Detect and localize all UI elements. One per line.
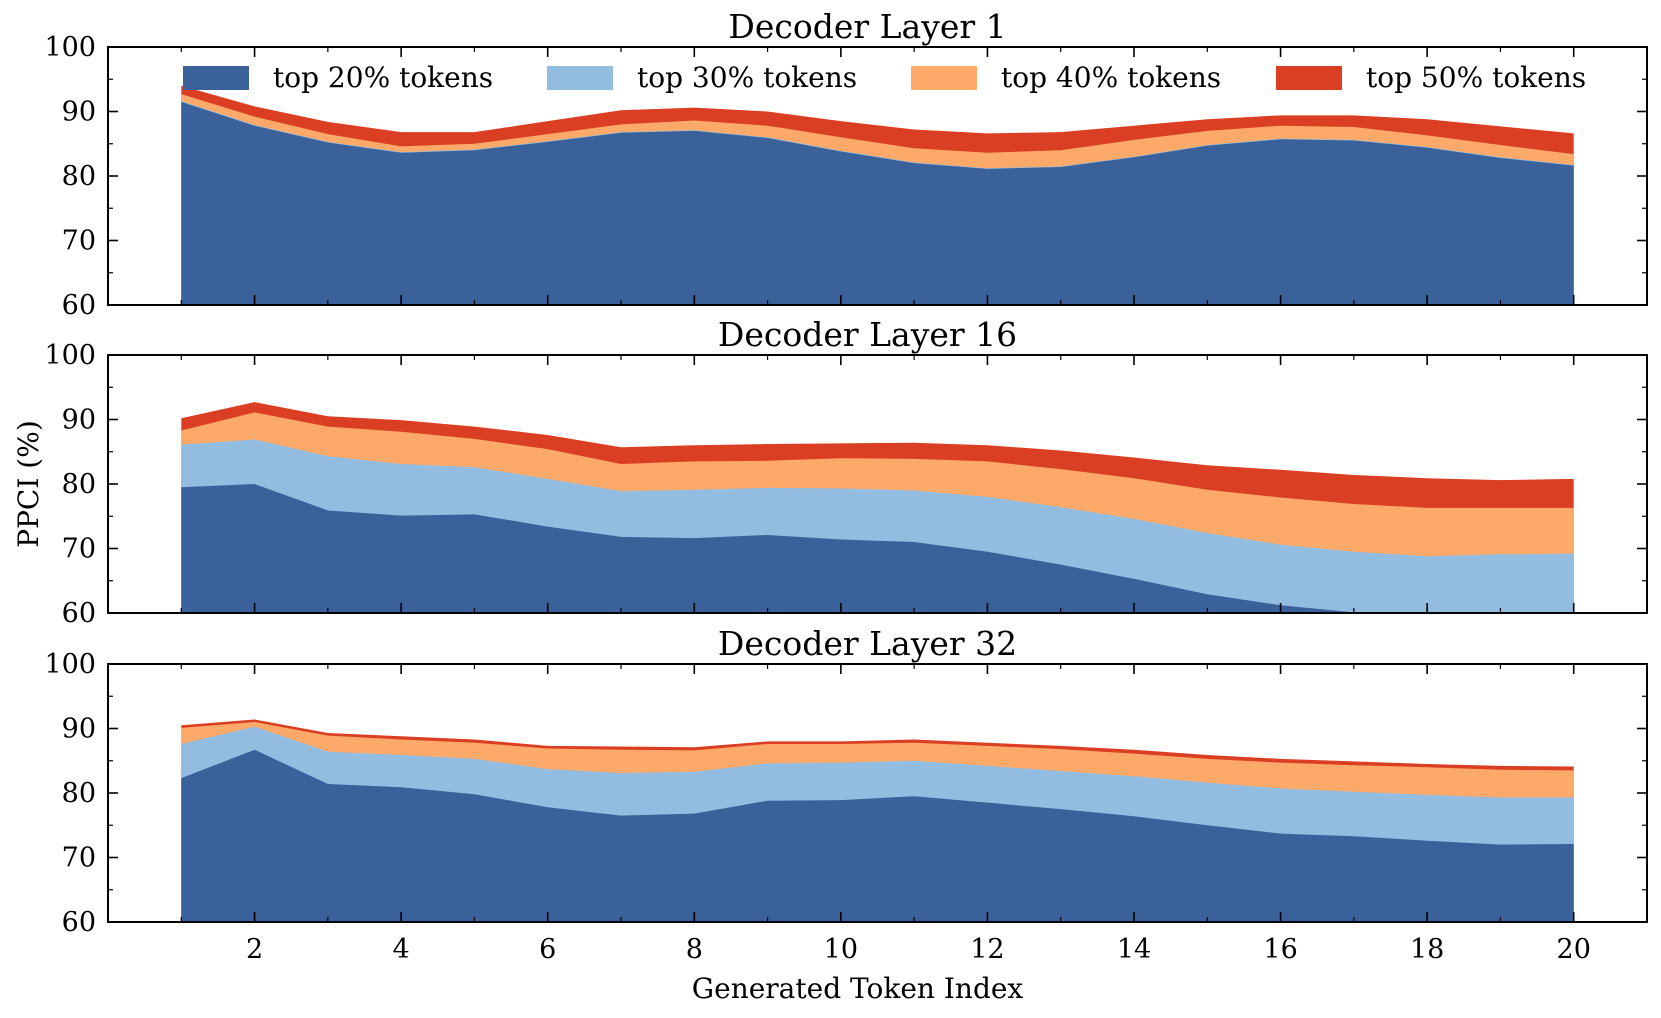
y-tick-label: 100: [44, 649, 96, 680]
x-tick-label: 20: [1557, 934, 1591, 965]
y-tick-label: 100: [44, 340, 96, 371]
y-tick-label: 90: [62, 97, 96, 128]
legend-label-3: top 40% tokens: [1001, 61, 1221, 94]
legend-swatch-4: [1276, 66, 1342, 90]
y-tick-label: 80: [62, 778, 96, 809]
area-series-1: [181, 484, 1574, 613]
area-series-1: [181, 101, 1574, 305]
area-series-1: [181, 749, 1574, 922]
legend-label-4: top 50% tokens: [1366, 61, 1586, 94]
panel-title: Decoder Layer 16: [718, 315, 1017, 354]
x-tick-label: 12: [970, 934, 1004, 965]
y-tick-label: 90: [62, 714, 96, 745]
y-tick-label: 60: [62, 290, 96, 321]
x-tick-label: 4: [393, 934, 410, 965]
y-tick-label: 60: [62, 907, 96, 938]
y-axis-label: PPCI (%): [12, 420, 45, 548]
y-tick-label: 90: [62, 405, 96, 436]
x-tick-label: 16: [1263, 934, 1297, 965]
x-tick-label: 18: [1410, 934, 1444, 965]
y-tick-label: 70: [62, 534, 96, 565]
panel-title: Decoder Layer 1: [728, 7, 1006, 46]
x-tick-label: 10: [824, 934, 858, 965]
legend-label-1: top 20% tokens: [273, 61, 493, 94]
y-tick-label: 70: [62, 843, 96, 874]
x-tick-label: 2: [246, 934, 263, 965]
x-tick-label: 8: [686, 934, 703, 965]
x-tick-label: 6: [539, 934, 556, 965]
y-tick-label: 70: [62, 226, 96, 257]
legend-label-2: top 30% tokens: [637, 61, 857, 94]
y-tick-label: 60: [62, 598, 96, 629]
x-tick-label: 14: [1117, 934, 1151, 965]
y-tick-label: 80: [62, 161, 96, 192]
panel-title: Decoder Layer 32: [718, 624, 1017, 663]
y-tick-label: 80: [62, 469, 96, 500]
x-axis-label: Generated Token Index: [692, 972, 1024, 1005]
legend-swatch-2: [547, 66, 613, 90]
legend-swatch-1: [183, 66, 249, 90]
y-tick-label: 100: [44, 32, 96, 63]
legend-swatch-3: [911, 66, 977, 90]
